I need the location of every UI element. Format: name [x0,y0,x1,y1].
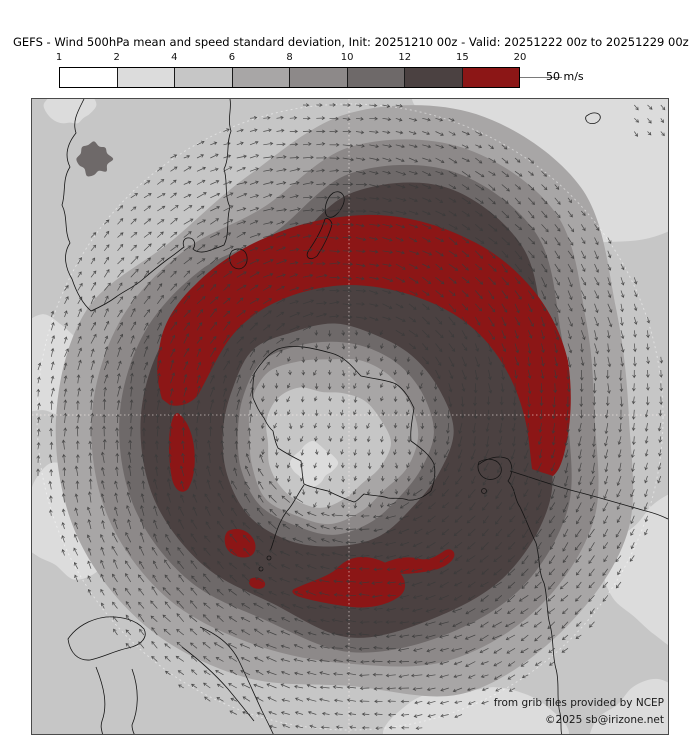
coast-ant-island [477,458,502,480]
coast-sw-landmass [67,616,146,661]
map-svg [32,99,668,734]
map-canvas: from grib files provided by NCEP ©2025 s… [31,98,669,735]
colorbar-segment-2 [174,68,232,87]
credit-source: from grib files provided by NCEP [493,697,664,709]
shade-light-e [603,494,668,646]
coast-sw-line2 [131,668,138,734]
inner-core [289,440,339,488]
wind-vectors [36,103,666,731]
colorbar-tick-label: 4 [171,52,178,63]
coast-nz-north [324,191,345,218]
colorbar-tick-label: 1 [55,52,63,63]
wind-reference-label: 50 m/s [546,70,584,83]
shade-light-se [589,678,668,734]
colorbar-tick-label: 6 [228,52,236,63]
colorbar [59,67,520,88]
page-title: GEFS - Wind 500hPa mean and speed standa… [13,35,689,49]
colorbar-tick-label: 12 [398,52,412,63]
colorbar-segment-6 [404,68,462,87]
colorbar-tick-label: 10 [340,52,354,63]
colorbar-area: 1 2 4 6 8 10 12 15 20 50 m/s [0,0,700,98]
red-strip-w [168,413,195,492]
coast-australia [61,99,232,312]
coast-island-n [585,112,601,125]
colorbar-tick-label: 8 [286,52,293,63]
shade-light-s [383,687,569,734]
colorbar-segment-3 [231,68,289,87]
coast-sw-line1 [95,666,106,734]
colorbar-segment-0 [60,68,117,87]
colorbar-segment-5 [346,68,404,87]
colorbar-tick-label: 2 [113,52,120,63]
red-patch-s1 [224,529,256,558]
shade-dark-aus [76,141,114,177]
colorbar-tick-label: 20 [513,52,527,63]
colorbar-segment-7 [461,68,519,87]
colorbar-tick-label: 15 [456,52,469,63]
coast-islet-0 [266,555,272,561]
colorbar-segment-1 [116,68,174,87]
red-crescent [157,214,571,476]
coast-s-line2 [181,646,255,722]
coast-antarctica [252,346,436,503]
inner-4-6 [266,387,391,508]
credit-copyright: ©2025 sb@irizone.net [545,714,664,726]
coast-s-line1 [199,626,274,734]
coast-peninsula [269,484,305,552]
coast-nz-south [306,217,333,259]
wind-reference-line [520,77,562,78]
red-patch-s4 [379,549,455,574]
coast-islet-2 [481,488,487,494]
colorbar-segment-4 [289,68,347,87]
shade-light-aus [43,99,97,124]
latitude-circle [36,103,664,731]
